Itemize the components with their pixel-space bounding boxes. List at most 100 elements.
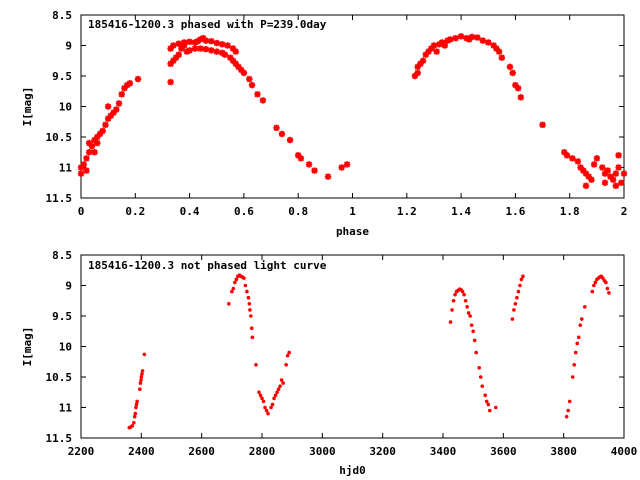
phased-data-point: [577, 164, 584, 171]
unphased-y-tick-label: 11: [59, 402, 73, 415]
unphased-data-point: [450, 308, 454, 312]
unphased-data-point: [463, 298, 468, 303]
unphased-chart-title: 185416-1200.3 not phased light curve: [88, 259, 327, 272]
phased-data-point: [121, 85, 128, 92]
unphased-x-tick-label: 3000: [309, 445, 336, 458]
unphased-plot-frame: [80, 254, 625, 439]
phased-data-point: [411, 72, 419, 80]
phased-y-tick-label: 11.5: [46, 192, 73, 205]
phased-data-point: [563, 152, 571, 159]
unphased-data-point: [570, 375, 575, 379]
phased-y-tick-label: 8.5: [52, 9, 72, 22]
phased-data-point: [104, 115, 112, 122]
phased-data-point: [618, 179, 625, 186]
phased-data-point: [582, 182, 590, 189]
unphased-data-point: [263, 405, 267, 410]
phased-data-point: [278, 130, 286, 138]
phased-y-axis-label: I[mag]: [21, 87, 34, 127]
unphased-data-point: [513, 302, 518, 306]
phased-data-point: [232, 60, 239, 67]
phased-data-point: [601, 170, 609, 177]
phased-data-point: [599, 164, 606, 171]
phased-data-point: [183, 48, 191, 55]
phased-data-point: [466, 36, 473, 43]
unphased-data-point: [131, 420, 136, 425]
unphased-data-point: [515, 295, 519, 300]
phased-data-point: [208, 47, 215, 54]
unphased-light-curve-panel: 2200 2400 2600 2800 3000 3200 3400 3600 3800 4000…: [21, 249, 637, 477]
phased-data-point: [202, 45, 210, 53]
unphased-data-point: [460, 289, 465, 294]
phased-data-point: [235, 63, 242, 71]
unphased-data-point: [266, 411, 270, 416]
unphased-data-point: [604, 280, 608, 285]
unphased-data-point: [275, 390, 279, 395]
unphased-data-point: [134, 402, 139, 407]
phased-data-point: [609, 176, 617, 183]
phased-data-point: [202, 37, 210, 44]
unphased-data-point: [521, 274, 525, 279]
phased-data-point: [77, 164, 85, 171]
phased-y-tick-label: 10: [59, 101, 72, 114]
phased-data-point: [539, 121, 546, 128]
phased-data-point: [517, 94, 525, 101]
phased-data-point: [208, 38, 215, 45]
unphased-data-point: [287, 350, 291, 355]
phased-x-tick-label: 1.6: [505, 205, 525, 218]
phased-data-point: [237, 66, 245, 74]
unphased-data-point: [278, 384, 282, 388]
unphased-data-point: [472, 338, 477, 343]
unphased-x-tick-label: 3200: [369, 445, 396, 458]
unphased-data-point: [607, 291, 611, 295]
phased-data-point: [191, 45, 199, 52]
unphased-x-tick-label: 2200: [68, 445, 95, 458]
phased-data-point: [77, 170, 85, 177]
phased-data-point: [438, 39, 446, 46]
phased-data-point: [213, 48, 220, 55]
phased-data-point: [620, 170, 628, 177]
unphased-data-point: [135, 399, 139, 404]
phased-x-tick-label: 0.2: [125, 205, 145, 218]
phased-data-point: [506, 63, 514, 71]
phased-data-point: [612, 182, 620, 189]
phased-data-point: [569, 155, 576, 162]
unphased-data-point: [477, 366, 482, 370]
phased-data-point: [80, 161, 87, 168]
phased-data-point: [612, 170, 620, 177]
phased-data-point: [463, 34, 470, 42]
phased-y-tick-label: 10.5: [46, 131, 73, 144]
phased-data-point: [498, 54, 506, 61]
unphased-y-tick-label: 9: [65, 280, 72, 293]
phased-data-point: [85, 149, 93, 156]
phased-data-point: [186, 38, 193, 46]
unphased-data-point: [250, 335, 255, 340]
unphased-y-tick-label: 8.5: [52, 249, 72, 262]
phased-x-tick-label: 0.4: [180, 205, 200, 218]
phased-x-axis-label: phase: [336, 225, 369, 238]
phased-data-point: [509, 69, 516, 77]
unphased-data-point: [575, 341, 580, 346]
unphased-data-point: [486, 402, 491, 407]
phased-data-point: [94, 139, 101, 147]
unphased-data-point: [519, 277, 524, 282]
phased-data-point: [295, 152, 302, 159]
phased-data-point: [441, 42, 449, 49]
phased-data-point: [607, 173, 614, 180]
phased-data-point: [604, 167, 611, 174]
phased-data-point: [485, 39, 492, 46]
phased-data-point: [444, 37, 451, 44]
phased-data-point: [113, 106, 120, 113]
phased-data-point: [229, 57, 237, 64]
unphased-data-point: [518, 283, 522, 288]
unphased-data-point: [234, 277, 239, 282]
phased-data-point: [83, 155, 90, 162]
phased-data-point: [490, 42, 497, 49]
unphased-data-point: [484, 399, 489, 404]
unphased-x-tick-label: 2800: [249, 445, 276, 458]
unphased-data-point: [285, 353, 290, 358]
phased-data-point: [167, 45, 174, 52]
unphased-data-point: [269, 405, 273, 410]
unphased-data-point: [249, 326, 254, 331]
unphased-x-tick-label: 4000: [611, 445, 638, 458]
